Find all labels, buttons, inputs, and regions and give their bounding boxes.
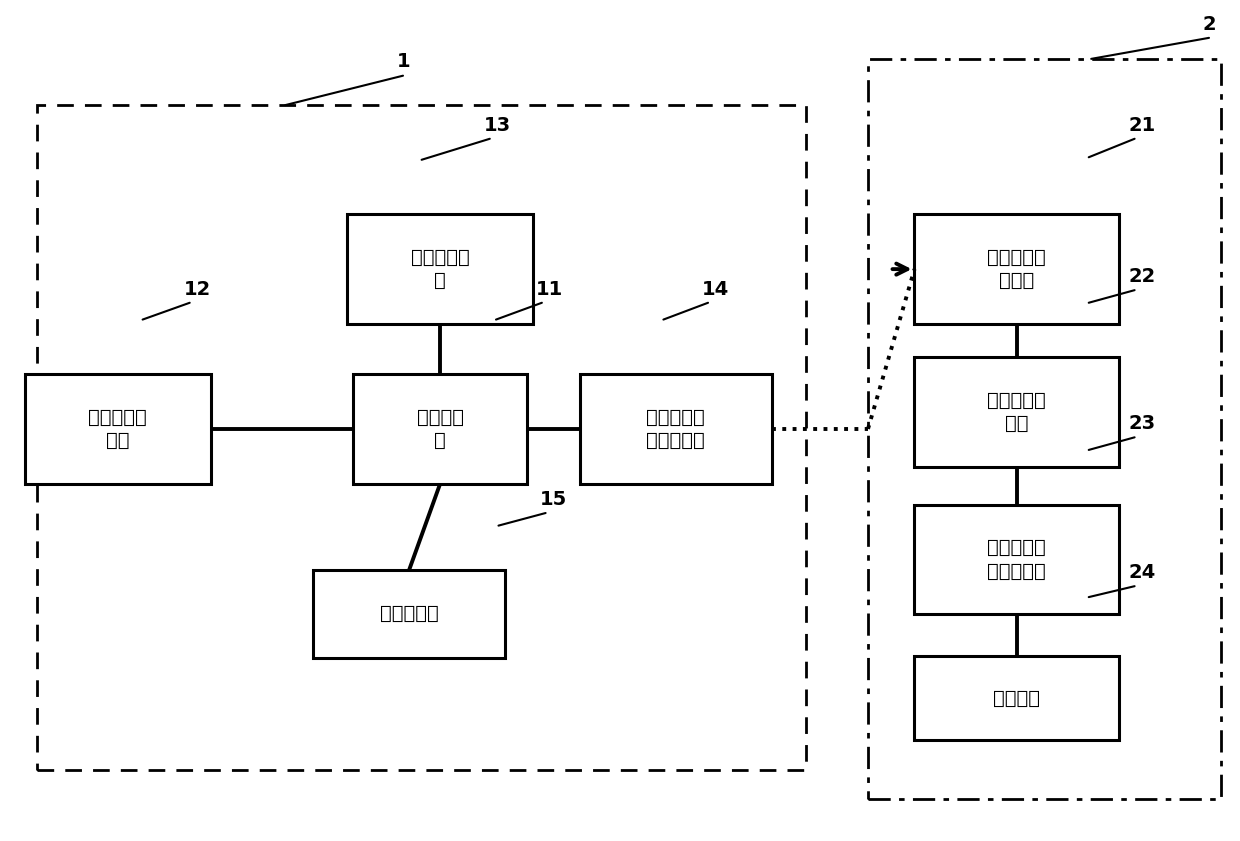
Text: 中心站点图
像处理模块: 中心站点图 像处理模块 [987,538,1047,580]
Bar [868,59,1221,799]
Text: 22: 22 [1128,267,1156,286]
Bar [25,374,211,484]
Bar [914,505,1118,614]
Text: 2: 2 [1203,14,1216,34]
Bar [580,374,771,484]
Bar [37,105,806,770]
Text: 15: 15 [539,489,567,509]
Text: 14: 14 [702,279,729,299]
Text: 高清运动摄
像机: 高清运动摄 像机 [88,408,148,450]
Text: 显示终端: 显示终端 [993,689,1040,707]
Text: 卫星导航单
元: 卫星导航单 元 [410,248,470,290]
Bar [353,374,527,484]
Text: 12: 12 [184,279,211,299]
Text: 视觉计算机: 视觉计算机 [379,605,439,623]
Text: 视频图像无
线发射模块: 视频图像无 线发射模块 [646,408,706,450]
Text: 1: 1 [397,52,410,71]
Bar [347,214,533,324]
Bar [312,570,506,658]
Bar [914,656,1118,740]
Text: 视频图像接
收模块: 视频图像接 收模块 [987,248,1047,290]
Text: 23: 23 [1128,414,1156,433]
Text: 13: 13 [484,115,511,135]
Text: 21: 21 [1128,115,1156,135]
Text: 11: 11 [536,279,563,299]
Bar [914,214,1118,324]
Text: 监控计算
机: 监控计算 机 [417,408,464,450]
Bar [914,357,1118,467]
Text: 多信道分发
模块: 多信道分发 模块 [987,391,1047,433]
Text: 24: 24 [1128,563,1156,582]
